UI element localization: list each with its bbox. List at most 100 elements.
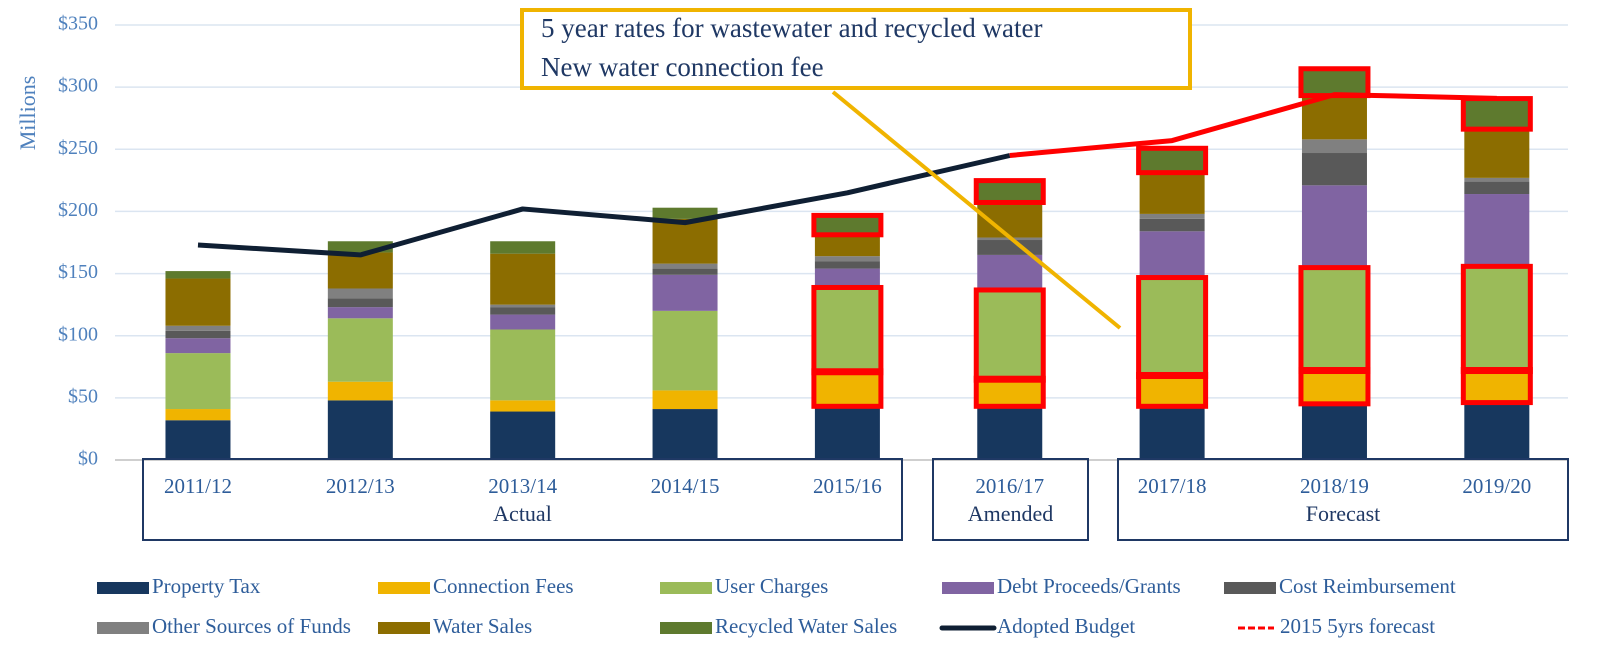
line-series xyxy=(1009,92,1497,158)
bar-segment xyxy=(490,314,556,330)
bar-segment xyxy=(1464,99,1530,129)
bar-segment xyxy=(977,405,1043,460)
bar-segment xyxy=(652,409,718,460)
bar-segment xyxy=(652,390,718,410)
bar-segment xyxy=(327,307,393,319)
highlight-box xyxy=(1460,96,1533,132)
group-box xyxy=(932,458,1089,541)
annotation-text: 5 year rates for wastewater and recycled… xyxy=(541,13,1042,43)
legend-swatch xyxy=(378,622,430,634)
bar-segment xyxy=(490,304,556,308)
x-tick-label: 2016/17 xyxy=(975,474,1044,498)
bar-segment xyxy=(1301,402,1367,460)
bar-segment xyxy=(327,288,393,299)
bar-segment xyxy=(165,420,231,460)
bar-segment xyxy=(1139,218,1205,232)
annotation-leader xyxy=(831,90,1122,330)
highlight-box xyxy=(973,287,1046,383)
bar-segment xyxy=(327,241,393,253)
legend-label: Property Tax xyxy=(152,574,261,598)
y-tick-label: $100 xyxy=(58,323,98,345)
bar-segment xyxy=(327,252,393,289)
bar-segment xyxy=(814,268,880,289)
bar-segment xyxy=(1464,181,1530,195)
bar-segment xyxy=(814,216,880,234)
x-tick-label: 2018/19 xyxy=(1300,474,1369,498)
legend-label: Debt Proceeds/Grants xyxy=(997,574,1181,598)
group-label: Amended xyxy=(968,501,1054,526)
x-tick-label: 2017/18 xyxy=(1138,474,1207,498)
highlight-box xyxy=(1298,265,1371,375)
bar-segment xyxy=(165,353,231,410)
bar-segment xyxy=(977,240,1043,255)
x-tick-label: 2011/12 xyxy=(164,474,232,498)
bar-segment xyxy=(652,268,718,275)
annotation-box xyxy=(520,8,1192,90)
bar-segment xyxy=(652,263,718,269)
legend-swatch xyxy=(97,622,149,634)
bar-segment xyxy=(1464,194,1530,268)
bar-segment xyxy=(165,338,231,354)
bar-segment xyxy=(652,218,718,264)
x-tick-label: 2015/16 xyxy=(813,474,882,498)
bar-segment xyxy=(165,409,231,421)
bar-segment xyxy=(652,207,718,219)
bar-segment xyxy=(814,405,880,460)
bar-segment xyxy=(1139,171,1205,214)
bar-segment xyxy=(1301,268,1367,371)
group-box xyxy=(142,458,903,541)
bar-segment xyxy=(1301,153,1367,186)
bar-segment xyxy=(1139,405,1205,460)
legend-swatch xyxy=(660,582,712,594)
highlight-box xyxy=(1136,275,1209,379)
legend-label: Adopted Budget xyxy=(997,614,1135,638)
legend-swatch xyxy=(942,582,994,594)
bar-segment xyxy=(165,330,231,339)
bar-segment xyxy=(1139,231,1205,279)
highlight-box xyxy=(973,178,1046,205)
bar-segment xyxy=(1139,375,1205,406)
bar-segment xyxy=(165,278,231,326)
bar-segment xyxy=(1464,177,1530,182)
highlight-box xyxy=(811,284,884,376)
legend-label: Other Sources of Funds xyxy=(152,614,351,638)
legend-label: Recycled Water Sales xyxy=(715,614,897,638)
legend-swatch xyxy=(660,622,712,634)
bar-segment xyxy=(814,233,880,257)
bar-segment xyxy=(1464,128,1530,178)
bar-segment xyxy=(490,411,556,460)
bar-segment xyxy=(977,290,1043,380)
line-series xyxy=(197,153,1011,258)
bar-segment xyxy=(977,181,1043,202)
y-tick-label: $50 xyxy=(68,385,98,407)
bar-segment xyxy=(327,298,393,308)
highlight-box xyxy=(1460,263,1533,375)
annotation-text: New water connection fee xyxy=(541,52,824,82)
x-tick-label: 2012/13 xyxy=(326,474,395,498)
bar-segment xyxy=(327,381,393,401)
bar-segment xyxy=(490,307,556,315)
highlight-box xyxy=(1136,145,1209,176)
bar-segment xyxy=(1139,149,1205,172)
legend-swatch xyxy=(378,582,430,594)
y-tick-label: $200 xyxy=(58,199,98,221)
legend-label: Water Sales xyxy=(433,614,532,638)
x-tick-label: 2013/14 xyxy=(488,474,557,498)
bar-segment xyxy=(814,256,880,262)
bar-segment xyxy=(977,254,1043,291)
legend-label: User Charges xyxy=(715,574,828,598)
bar-segment xyxy=(1464,267,1530,371)
bar-segment xyxy=(490,241,556,254)
highlight-box xyxy=(811,212,884,238)
bar-segment xyxy=(165,325,231,331)
y-tick-label: $250 xyxy=(58,137,98,159)
bar-segment xyxy=(490,400,556,412)
bar-segment xyxy=(1139,278,1205,376)
bar-segment xyxy=(1464,370,1530,402)
bar-segment xyxy=(490,253,556,305)
bar-segment xyxy=(1464,401,1530,460)
legend-swatch xyxy=(97,582,149,594)
group-label: Forecast xyxy=(1306,501,1381,526)
y-tick-label: $0 xyxy=(78,448,98,470)
